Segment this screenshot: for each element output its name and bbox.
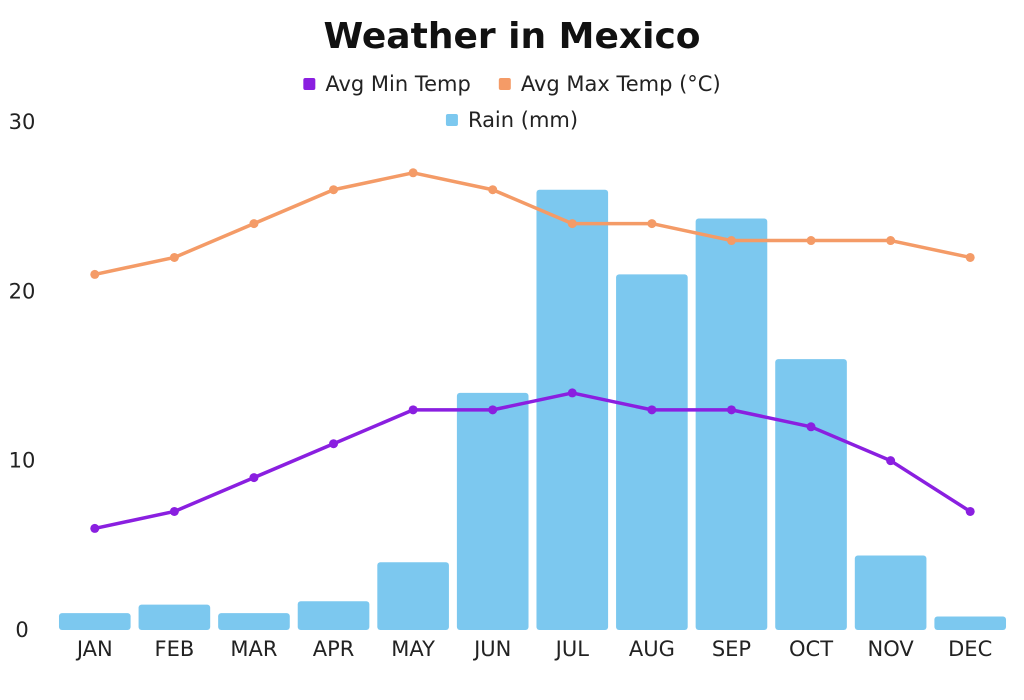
legend-swatch: [445, 114, 458, 126]
series-0-point-may: [408, 405, 418, 415]
chart-title: Weather in Mexico: [323, 16, 701, 57]
series-1-point-sep: [726, 236, 736, 246]
x-axis: JAN FEB MAR APR MAY JUN JUL AUG SEP OCT NOV DEC: [75, 637, 992, 661]
x-tick-label: DEC: [948, 637, 992, 661]
x-tick-label: FEB: [154, 637, 194, 661]
rain-bar-aug: [616, 274, 688, 630]
rain-bar-may: [377, 562, 449, 630]
rain-bar-feb: [138, 604, 211, 630]
series-0-point-nov: [886, 456, 896, 466]
series-1-point-jun: [488, 185, 498, 195]
x-tick-label: JUL: [554, 637, 590, 661]
rain-bar-jan: [58, 613, 131, 630]
series-0-line: [93, 391, 972, 531]
temperature-lines: [90, 168, 975, 533]
rain-bar-nov: [854, 555, 927, 630]
series-1-line: [93, 171, 972, 277]
legend-item-0: Avg Min Temp: [303, 72, 471, 96]
legend-swatch: [498, 78, 511, 90]
y-axis: 0 10 20 30: [9, 110, 36, 642]
rain-bar-apr: [297, 601, 370, 630]
series-1-point-oct: [806, 236, 816, 246]
x-tick-label: JUN: [472, 637, 511, 661]
series-0-point-apr: [329, 439, 339, 449]
series-0-point-jan: [90, 523, 100, 533]
legend-swatch: [303, 78, 316, 90]
rain-bar-dec: [934, 616, 1007, 630]
rain-bar-jun: [456, 392, 529, 630]
y-tick-label: 10: [9, 449, 36, 473]
y-tick-label: 20: [9, 279, 36, 303]
series-1-point-feb: [169, 252, 179, 262]
series-0-point-sep: [726, 405, 736, 415]
legend-label: Avg Max Temp (°C): [521, 72, 721, 96]
x-tick-label: MAY: [391, 637, 435, 661]
x-tick-label: APR: [313, 637, 355, 661]
series-1-point-nov: [886, 236, 896, 246]
series-1-point-jan: [90, 269, 100, 279]
legend-item-1: Avg Max Temp (°C): [498, 72, 721, 96]
series-1-point-aug: [647, 219, 657, 229]
x-tick-label: MAR: [230, 637, 277, 661]
x-tick-label: NOV: [868, 637, 915, 661]
series-1-point-mar: [249, 219, 259, 229]
legend-label: Avg Min Temp: [325, 72, 470, 96]
y-tick-label: 30: [9, 110, 36, 134]
rain-bar-sep: [695, 218, 768, 630]
rain-bars: [58, 189, 1007, 630]
legend-label: Rain (mm): [468, 108, 578, 132]
series-0-point-jul: [567, 388, 577, 398]
series-1-point-dec: [965, 252, 975, 262]
rain-bar-jul: [536, 189, 609, 630]
x-tick-label: AUG: [629, 637, 675, 661]
series-0-point-mar: [249, 473, 259, 483]
series-0-point-jun: [488, 405, 498, 415]
series-1-point-jul: [567, 219, 577, 229]
series-1-point-may: [408, 168, 418, 178]
x-tick-label: SEP: [712, 637, 751, 661]
legend-item-2: Rain (mm): [445, 108, 578, 132]
series-0-point-aug: [647, 405, 657, 415]
legend: Avg Min Temp Avg Max Temp (°C) Rain (mm): [303, 72, 721, 132]
rain-bar-mar: [218, 613, 290, 630]
series-0-point-oct: [806, 422, 816, 432]
x-tick-label: OCT: [789, 637, 833, 661]
x-tick-label: JAN: [75, 637, 113, 661]
rain-bar-oct: [775, 359, 847, 630]
series-1-point-apr: [329, 185, 339, 195]
series-0-point-dec: [965, 506, 975, 516]
y-tick-label: 0: [15, 618, 28, 642]
series-0-point-feb: [169, 506, 179, 516]
